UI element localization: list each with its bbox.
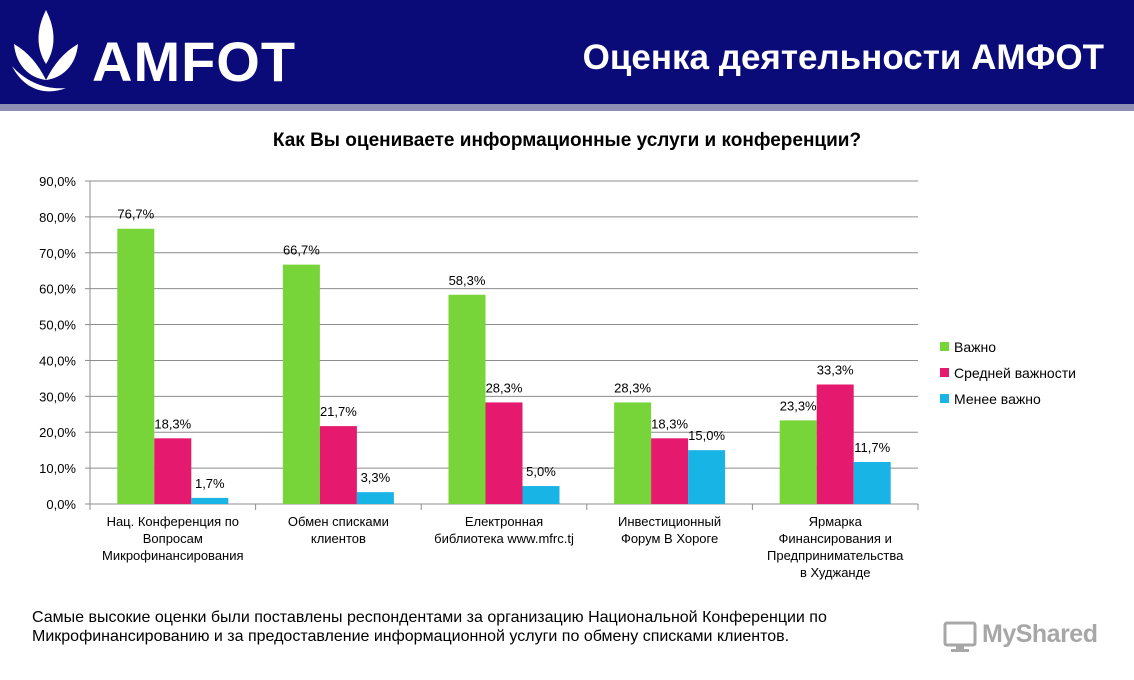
y-tick-label: 60,0% — [39, 282, 76, 297]
data-label: 76,7% — [117, 207, 154, 222]
bar — [356, 492, 394, 504]
amfot-logo-icon — [12, 10, 78, 92]
y-tick-label: 10,0% — [39, 461, 76, 476]
y-tick-label: 90,0% — [39, 174, 76, 189]
y-tick-label: 0,0% — [46, 497, 76, 512]
bar — [117, 228, 155, 504]
bar — [154, 438, 192, 504]
bar — [614, 402, 652, 504]
data-label: 18,3% — [154, 416, 191, 431]
data-label: 11,7% — [854, 440, 890, 455]
bar — [319, 426, 357, 504]
data-label: 28,3% — [614, 380, 651, 395]
x-tick-label: Форум В Хороге — [621, 531, 718, 546]
header-bar: AMFOT Оценка деятельности АМФОТ — [0, 0, 1134, 104]
bar — [282, 264, 320, 504]
bar — [853, 462, 891, 504]
x-tick-label: Микрофинансирования — [102, 548, 243, 563]
legend-swatch — [940, 342, 949, 351]
legend-label: Важно — [954, 339, 996, 355]
y-tick-label: 40,0% — [39, 353, 76, 368]
x-tick-label: клиентов — [311, 531, 366, 546]
summary-text: Самые высокие оценки были поставлены рес… — [32, 609, 827, 645]
bar-chart: 0,0% 10,0% 20,0% 30,0% 40,0% 50,0% 60,0% 70,0% 8… — [39, 174, 1076, 580]
data-label: 28,3% — [486, 380, 523, 395]
data-label: 15,0% — [688, 428, 725, 443]
bar — [816, 384, 854, 504]
watermark: MyShared — [942, 618, 1112, 654]
legend-label: Менее важно — [954, 391, 1041, 407]
legend-label: Средней важности — [954, 365, 1076, 381]
x-tick-label: Ярмарка — [809, 514, 863, 529]
legend-swatch — [940, 394, 949, 403]
bar — [191, 497, 229, 504]
x-tick-label: библиотека www.mfrc.tj — [434, 531, 574, 546]
bar — [522, 486, 560, 504]
logo-text: AMFOT — [92, 30, 297, 93]
x-tick-label: Обмен списками — [288, 514, 389, 529]
data-label: 18,3% — [651, 416, 688, 431]
chart-title: Как Вы оцениваете информационные услуги … — [272, 130, 862, 151]
data-label: 1,7% — [195, 476, 225, 491]
data-label: 23,3% — [780, 398, 817, 413]
x-tick-label: в Худжанде — [800, 565, 870, 580]
data-label: 33,3% — [817, 362, 854, 377]
data-label: 3,3% — [361, 470, 391, 485]
watermark-text: MyShared — [982, 620, 1098, 648]
x-tick-label: Електронная — [465, 514, 543, 529]
data-label: 58,3% — [449, 273, 486, 288]
data-label: 66,7% — [283, 243, 320, 258]
y-tick-label: 70,0% — [39, 246, 76, 261]
y-tick-label: 80,0% — [39, 210, 76, 225]
x-tick-label: Предпринимательства — [767, 548, 904, 563]
x-tick-label: Нац. Конференция по — [107, 514, 239, 529]
bar — [688, 450, 726, 504]
y-tick-label: 20,0% — [39, 425, 76, 440]
bar — [779, 420, 817, 504]
x-tick-label: Финансирования и — [779, 531, 892, 546]
bar — [448, 294, 486, 504]
y-tick-label: 30,0% — [39, 389, 76, 404]
header-divider — [0, 104, 1134, 111]
x-tick-label: Инвестиционный — [618, 514, 721, 529]
data-label: 5,0% — [526, 464, 556, 479]
page-title: Оценка деятельности АМФОТ — [582, 38, 1104, 77]
y-tick-label: 50,0% — [39, 318, 76, 333]
bar — [485, 402, 523, 504]
myshared-icon — [943, 621, 977, 652]
legend-swatch — [940, 368, 949, 377]
data-label: 21,7% — [320, 404, 357, 419]
x-tick-label: Вопросам — [143, 531, 203, 546]
bar — [651, 438, 689, 504]
